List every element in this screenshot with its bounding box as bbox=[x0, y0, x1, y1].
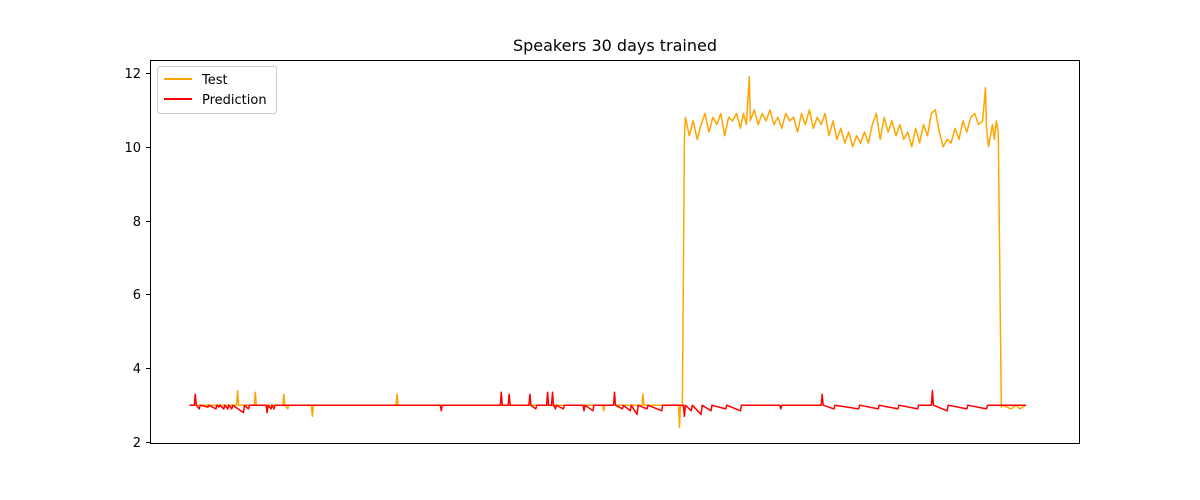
y-tick-label: 6 bbox=[133, 288, 141, 303]
series-line-prediction bbox=[189, 389, 1026, 418]
legend-label-test: Test bbox=[201, 73, 228, 88]
y-axis: 2 4 6 8 10 12 bbox=[124, 67, 151, 451]
legend: Test Prediction bbox=[157, 66, 277, 114]
axes-frame bbox=[150, 60, 1080, 444]
y-tick-label: 8 bbox=[133, 215, 141, 230]
series-line-test bbox=[189, 75, 1027, 429]
plot-area bbox=[189, 75, 1027, 429]
y-tick-label: 10 bbox=[124, 141, 141, 156]
legend-label-prediction: Prediction bbox=[202, 93, 267, 108]
y-tick-label: 4 bbox=[133, 362, 141, 377]
y-tick-label: 2 bbox=[133, 436, 141, 451]
chart-title: Speakers 30 days trained bbox=[513, 36, 717, 55]
y-tick-label: 12 bbox=[124, 67, 141, 82]
